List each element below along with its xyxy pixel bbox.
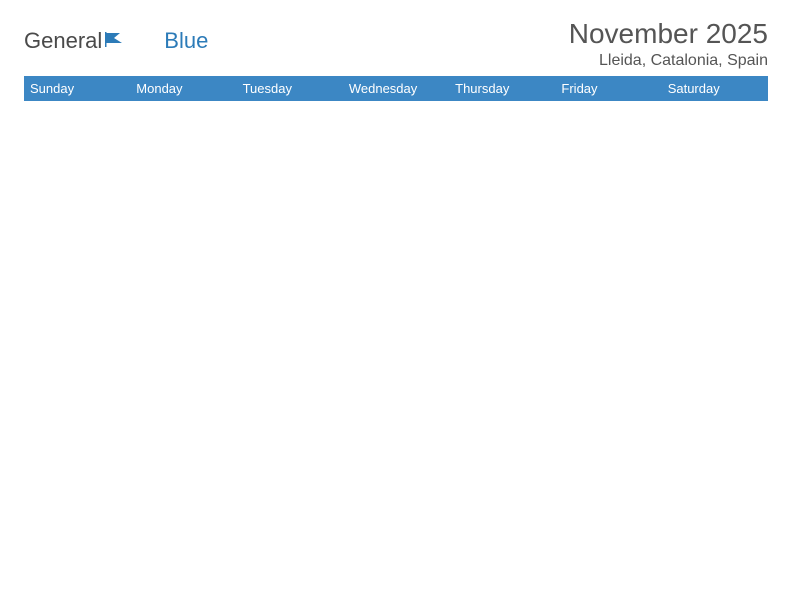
day-header: Thursday bbox=[449, 76, 555, 101]
calendar-page: General Blue November 2025 Lleida, Catalo… bbox=[0, 0, 792, 101]
calendar-head: SundayMondayTuesdayWednesdayThursdayFrid… bbox=[24, 76, 768, 101]
flag-icon bbox=[104, 28, 126, 54]
logo-text-1: General bbox=[24, 28, 102, 54]
calendar-table: SundayMondayTuesdayWednesdayThursdayFrid… bbox=[24, 76, 768, 101]
logo-text-2: Blue bbox=[130, 28, 208, 54]
day-header: Sunday bbox=[24, 76, 130, 101]
page-header: General Blue November 2025 Lleida, Catalo… bbox=[24, 18, 768, 76]
day-header: Wednesday bbox=[343, 76, 449, 101]
title-block: November 2025 Lleida, Catalonia, Spain bbox=[569, 18, 768, 70]
day-header: Monday bbox=[130, 76, 236, 101]
day-header: Tuesday bbox=[237, 76, 343, 101]
day-header-row: SundayMondayTuesdayWednesdayThursdayFrid… bbox=[24, 76, 768, 101]
title-month: November 2025 bbox=[569, 18, 768, 50]
day-header: Saturday bbox=[662, 76, 768, 101]
day-header: Friday bbox=[555, 76, 661, 101]
logo: General Blue bbox=[24, 18, 208, 54]
title-location: Lleida, Catalonia, Spain bbox=[569, 52, 768, 70]
